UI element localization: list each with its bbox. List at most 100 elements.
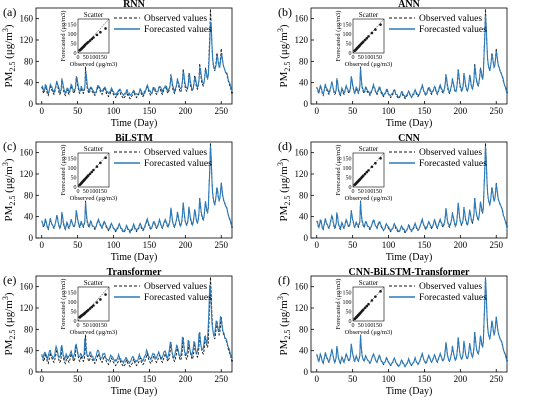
legend-label-observed: Observed values <box>144 148 207 158</box>
inset-point <box>92 304 95 307</box>
y-tick-label: 0 <box>304 99 309 109</box>
chart-panel-6: CNN-BiLSTM-Transformer(f)0 50 100 150 200 250… <box>276 267 509 397</box>
inset-y-tick-label: 50 <box>346 176 352 182</box>
inset-x-label: Observed (μg/m3) <box>345 329 393 336</box>
inset-y-tick-label: 150 <box>343 291 352 297</box>
x-tick-label: 250 <box>214 240 228 250</box>
inset-point <box>363 38 367 42</box>
inset-y-tick-label: 150 <box>68 291 77 297</box>
legend-label-forecasted: Forecasted values <box>419 293 487 303</box>
x-tick-label: 0 <box>314 106 319 116</box>
plot-frame <box>35 7 233 105</box>
inset-x-tick-label: 0 <box>352 189 355 195</box>
inset-x-tick-label: 50 <box>83 323 89 329</box>
svg-text:PM2.5 (μg/m3): PM2.5 (μg/m3) <box>276 292 292 355</box>
panel-letter: (e) <box>3 273 16 287</box>
svg-text:PM2.5 (μg/m3): PM2.5 (μg/m3) <box>1 158 17 221</box>
svg-text:PM2.5 (μg/m3): PM2.5 (μg/m3) <box>276 24 292 87</box>
y-tick-label: 160 <box>20 14 34 24</box>
x-tick-label: 200 <box>454 240 468 250</box>
inset-point <box>370 31 374 35</box>
y-tick-label: 120 <box>20 35 34 45</box>
x-tick-label: 200 <box>454 374 468 384</box>
inset-y-tick-label: 100 <box>68 32 77 38</box>
y-tick-label: 80 <box>299 56 309 66</box>
inset-x-tick-label: 50 <box>83 189 89 195</box>
series-line-forecasted <box>41 145 233 235</box>
inset-point <box>88 39 92 42</box>
y-tick-label: 0 <box>29 233 34 243</box>
x-tick-label: 100 <box>107 374 121 384</box>
inset-x-tick-label: 0 <box>77 323 80 329</box>
y-tick-label: 120 <box>295 35 309 45</box>
inset-y-tick-label: 100 <box>343 300 352 306</box>
chart-panel-3: BiLSTM(c)0 50 100 150 200 25004080120160Time … <box>1 133 234 263</box>
x-tick-label: 150 <box>418 374 432 384</box>
y-tick-label: 40 <box>24 346 34 356</box>
y-tick-label: 160 <box>20 148 34 158</box>
y-tick-label: 0 <box>29 367 34 377</box>
chart-title: BiLSTM <box>115 133 153 144</box>
inset-point <box>90 305 94 309</box>
chart-title: ANN <box>398 0 420 10</box>
x-tick-label: 100 <box>382 106 396 116</box>
inset-x-tick-label: 0 <box>77 55 80 61</box>
y-tick-label: 120 <box>20 303 34 313</box>
inset-x-tick-label: 50 <box>358 189 364 195</box>
x-tick-label: 200 <box>179 106 193 116</box>
svg-text:PM2.5 (μg/m3): PM2.5 (μg/m3) <box>1 292 17 355</box>
x-axis-label: Time (Day) <box>386 118 433 129</box>
y-tick-label: 80 <box>24 190 34 200</box>
inset-x-label: Observed (μg/m3) <box>345 61 393 68</box>
x-axis-label: Time (Day) <box>386 252 433 263</box>
inset-point <box>104 156 107 160</box>
inset-y-tick-label: 50 <box>346 310 352 316</box>
chart-title: CNN <box>398 133 420 144</box>
inset-x-tick-label: 150 <box>373 189 382 195</box>
x-tick-label: 200 <box>454 106 468 116</box>
x-tick-label: 100 <box>382 240 396 250</box>
inset-point <box>87 40 90 44</box>
inset-y-tick-label: 50 <box>71 310 77 316</box>
x-tick-label: 0 <box>39 240 44 250</box>
inset-y-label: Forecasted (μg/m3) <box>60 279 67 330</box>
x-tick-label: 100 <box>382 374 396 384</box>
inset-point <box>362 308 365 311</box>
y-axis-label: PM2.5 (μg/m3) <box>276 24 292 87</box>
legend-label-observed: Observed values <box>144 14 207 24</box>
inset-point <box>92 168 95 172</box>
inset-point <box>374 161 377 165</box>
inset-point <box>92 36 95 39</box>
inset-y-tick-label: 100 <box>343 166 352 172</box>
inset-title: Scatter <box>359 145 379 153</box>
x-tick-label: 0 <box>314 374 319 384</box>
x-tick-label: 150 <box>143 240 157 250</box>
plot-frame <box>310 141 508 239</box>
chart-panel-5: Transformer(e)0 50 100 150 200 25004080120160… <box>1 267 234 397</box>
inset-y-tick-label: 50 <box>71 42 77 48</box>
inset-x-tick-label: 150 <box>373 323 382 329</box>
x-tick-label: 150 <box>418 240 432 250</box>
x-tick-label: 150 <box>418 106 432 116</box>
inset-x-tick-label: 0 <box>352 323 355 329</box>
inset-point <box>367 35 370 38</box>
series-line-observed <box>41 9 234 100</box>
inset-point <box>374 28 377 31</box>
y-tick-label: 80 <box>24 324 34 334</box>
y-tick-label: 0 <box>29 99 34 109</box>
x-tick-label: 100 <box>107 240 121 250</box>
inset-x-tick-label: 0 <box>352 55 355 61</box>
inset-y-tick-label: 0 <box>349 185 352 191</box>
inset-point <box>365 170 369 174</box>
inset-point <box>95 165 99 168</box>
panel-letter: (a) <box>3 5 16 19</box>
inset-y-label: Forecasted (μg/m3) <box>60 145 67 196</box>
svg-text:PM2.5 (μg/m3): PM2.5 (μg/m3) <box>276 158 292 221</box>
inset-x-tick-label: 0 <box>77 189 80 195</box>
x-tick-label: 50 <box>73 240 83 250</box>
